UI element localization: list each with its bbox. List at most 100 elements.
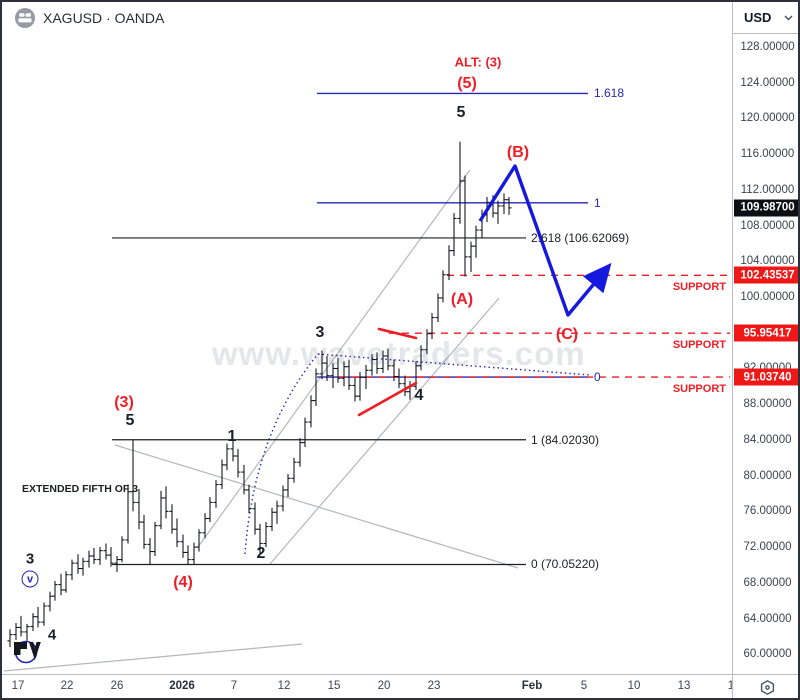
ohlc-bar [119, 536, 125, 563]
red-trend-segment[interactable] [377, 327, 418, 340]
symbol-title[interactable]: XAGUSD · OANDA [43, 10, 165, 26]
ohlc-bar [180, 534, 186, 558]
ohlc-bar [185, 545, 191, 565]
chart-plot-area[interactable]: www.wavetraders.com 1.618 1 0 2.618 (106.62… [2, 2, 732, 674]
projection-arrow[interactable] [478, 164, 612, 317]
ohlc-bar [103, 543, 109, 560]
price-tick-label: 100.00000 [740, 291, 795, 304]
price-axis[interactable]: USD 128.00000 124.00000 120.00000 116.00000… [732, 2, 798, 674]
ohlc-bar [380, 350, 386, 373]
time-axis[interactable]: 17 22 26 2026 7 12 15 20 23 Feb 5 10 13 1 [2, 674, 735, 698]
ohlc-bar [335, 357, 341, 383]
currency-dropdown[interactable]: USD [733, 2, 798, 34]
price-chart-canvas[interactable] [2, 2, 732, 674]
ohlc-bar [63, 571, 69, 593]
ohlc-bar [125, 484, 131, 544]
ohlc-bar [191, 542, 197, 565]
ohlc-bar [252, 502, 258, 535]
ohlc-bar [457, 141, 463, 224]
ohlc-bar [330, 363, 336, 389]
ohlc-bar [407, 380, 413, 400]
price-tick-label: 124.00000 [740, 76, 795, 89]
ohlc-bar [468, 241, 474, 273]
price-tick-label: 104.00000 [740, 255, 795, 268]
ohlc-bar [35, 606, 41, 628]
price-tick-label: 120.00000 [740, 112, 795, 125]
ohlc-bar [108, 547, 114, 567]
ohlc-bar [30, 613, 36, 632]
ohlc-bar [297, 438, 303, 467]
ohlc-bar [163, 486, 169, 519]
ohlc-bar [75, 554, 81, 574]
price-tick-label: 80.00000 [743, 469, 792, 482]
support-price-label[interactable]: 102.43537 [734, 266, 798, 284]
ohlc-bar [86, 550, 92, 568]
price-tick-label: 64.00000 [743, 612, 792, 625]
ohlc-bar [274, 500, 280, 524]
ohlc-bar [285, 473, 291, 498]
ohlc-bar [346, 359, 352, 390]
ohlc-bar [280, 485, 286, 512]
red-trend-segment[interactable] [357, 381, 418, 417]
gear-icon [760, 680, 775, 695]
ohlc-bar [130, 439, 136, 512]
last-price-label[interactable]: 109.98700 [734, 199, 798, 217]
ohlc-bar [352, 377, 358, 402]
ohlc-bar [446, 245, 452, 281]
price-tick-label: 88.00000 [743, 398, 792, 411]
ohlc-bar [241, 464, 247, 495]
ohlc-bar [263, 522, 269, 548]
ohlc-bar [257, 523, 263, 555]
ohlc-bar [440, 270, 446, 303]
chevron-down-icon [784, 15, 793, 20]
support-price-label[interactable]: 95.95417 [734, 324, 798, 342]
ohlc-bar [341, 361, 347, 387]
axis-settings-button[interactable] [732, 674, 798, 698]
ohlc-bar [207, 497, 213, 523]
dotted-trend-line[interactable] [244, 353, 319, 555]
price-tick-label: 116.00000 [740, 148, 795, 161]
ohlc-bar [302, 417, 308, 448]
ohlc-bar [97, 547, 103, 565]
ohlc-bar [363, 364, 369, 390]
ohlc-bar [114, 556, 120, 573]
ohlc-bar [269, 507, 275, 532]
ohlc-bar [219, 459, 225, 490]
price-tick-label: 68.00000 [743, 576, 792, 589]
time-tick-label: 10 [627, 680, 641, 692]
ohlc-bar [462, 175, 468, 277]
time-tick-label: 1 [727, 680, 735, 692]
trend-line[interactable] [114, 444, 519, 569]
trend-line[interactable] [269, 297, 500, 565]
ohlc-bar [246, 484, 252, 514]
time-tick-label: 23 [427, 680, 441, 692]
ohlc-bar [47, 591, 53, 612]
ohlc-bar [385, 348, 391, 371]
price-tick-label: 76.00000 [743, 505, 792, 518]
dotted-trend-line[interactable] [317, 353, 591, 376]
ohlc-bar [308, 395, 314, 428]
time-tick-label: 20 [377, 680, 391, 692]
ohlc-bar [230, 439, 236, 462]
ohlc-bar [424, 329, 430, 355]
ohlc-bar [152, 522, 158, 557]
ohlc-bar [319, 350, 325, 380]
ohlc-bar [429, 313, 435, 340]
ohlc-bar [58, 573, 64, 596]
ohlc-bar [435, 293, 441, 323]
ohlc-bar [18, 615, 24, 637]
price-tick-label: 72.00000 [743, 541, 792, 554]
tradingview-logo[interactable] [10, 638, 50, 666]
time-tick-label: Feb [521, 680, 543, 692]
time-tick-label: 17 [11, 680, 25, 692]
time-tick-label: 5 [580, 680, 588, 692]
price-tick-label: 108.00000 [740, 219, 795, 232]
support-price-label[interactable]: 91.03740 [734, 368, 798, 386]
ohlc-bar [235, 448, 241, 478]
ohlc-bar [224, 443, 230, 471]
ohlc-bar [91, 547, 97, 565]
ohlc-bar [374, 352, 380, 374]
ohlc-bar [369, 354, 375, 376]
trend-line[interactable] [3, 643, 303, 672]
ohlc-bar [13, 622, 19, 640]
